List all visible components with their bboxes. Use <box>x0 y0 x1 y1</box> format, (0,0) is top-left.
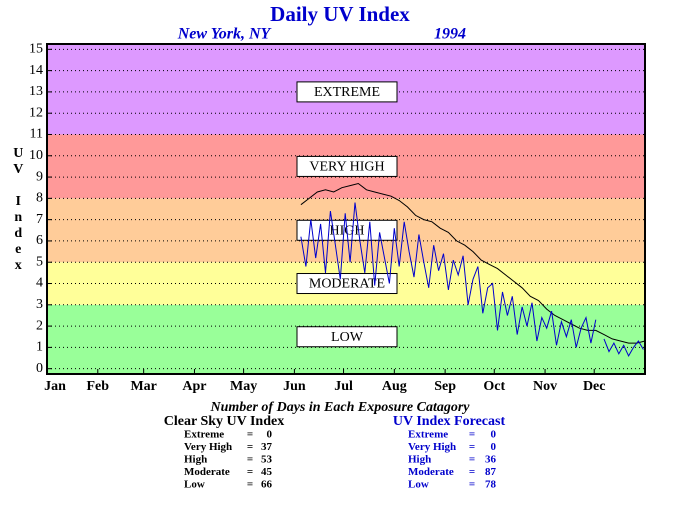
plot-frame <box>46 43 646 375</box>
x-caption: Number of Days in Each Exposure Catagory <box>209 400 470 415</box>
y-tick-label: 15 <box>29 42 43 57</box>
count-separator: = <box>469 441 475 453</box>
y-tick-label: 12 <box>29 105 43 120</box>
count-label: Low <box>184 479 205 491</box>
count-label: Very High <box>184 441 232 453</box>
count-value: 0 <box>491 429 497 441</box>
x-tick-label: Sep <box>434 379 456 394</box>
table-title: Clear Sky UV Index <box>164 414 284 429</box>
x-tick-label: Jul <box>334 379 353 394</box>
x-tick-label: Dec <box>583 379 606 394</box>
count-label: Extreme <box>408 429 448 441</box>
x-tick-label: Aug <box>382 379 407 394</box>
count-separator: = <box>247 429 253 441</box>
year: 1994 <box>434 26 466 43</box>
count-separator: = <box>469 429 475 441</box>
chart-title: Daily UV Index <box>270 2 410 26</box>
count-label: Low <box>408 479 429 491</box>
count-value: 36 <box>485 454 497 466</box>
x-tick-label: Mar <box>130 379 156 394</box>
band-label: EXTREME <box>314 85 380 100</box>
y-tick-label: 8 <box>36 191 43 206</box>
y-tick-label: 4 <box>36 276 43 291</box>
band-label-box <box>296 155 398 177</box>
count-value: 78 <box>485 479 497 491</box>
count-separator: = <box>469 479 475 491</box>
count-value: 37 <box>261 441 273 453</box>
y-tick-label: 13 <box>29 84 43 99</box>
count-separator: = <box>247 454 253 466</box>
count-value: 66 <box>261 479 273 491</box>
count-value: 45 <box>261 466 273 478</box>
count-label: Moderate <box>184 466 230 478</box>
x-tick-label: Apr <box>182 379 206 394</box>
y-tick-label: 5 <box>36 254 43 269</box>
count-value: 87 <box>485 466 497 478</box>
band-label-box <box>296 326 398 348</box>
y-tick-label: 14 <box>29 63 43 78</box>
count-value: 0 <box>267 429 273 441</box>
count-separator: = <box>469 466 475 478</box>
count-label: High <box>184 454 207 466</box>
subtitle: New York, NY <box>177 26 272 43</box>
y-axis-label: UV Index <box>11 146 26 274</box>
table-title: UV Index Forecast <box>393 414 506 429</box>
count-value: 0 <box>491 441 497 453</box>
count-separator: = <box>469 454 475 466</box>
count-separator: = <box>247 441 253 453</box>
x-tick-label: May <box>230 379 257 394</box>
band-label: LOW <box>331 330 364 345</box>
band-label: MODERATE <box>309 277 385 292</box>
y-tick-label: 9 <box>36 169 43 184</box>
band-label: VERY HIGH <box>309 160 384 175</box>
y-tick-label: 11 <box>30 127 43 142</box>
y-tick-label: 0 <box>36 361 43 376</box>
series-line <box>300 182 646 344</box>
y-tick-label: 1 <box>36 340 43 355</box>
count-label: Moderate <box>408 466 454 478</box>
y-tick-label: 3 <box>36 297 43 312</box>
band-label-box <box>296 81 398 103</box>
count-label: High <box>408 454 431 466</box>
band-label-box <box>296 273 398 295</box>
x-tick-label: Oct <box>483 379 505 394</box>
x-tick-label: Nov <box>533 379 557 394</box>
count-label: Extreme <box>184 429 224 441</box>
y-tick-label: 10 <box>29 148 43 163</box>
x-tick-label: Feb <box>87 379 110 394</box>
y-tick-label: 2 <box>36 318 43 333</box>
series-line <box>300 202 644 357</box>
count-value: 53 <box>261 454 273 466</box>
y-tick-label: 6 <box>36 233 43 248</box>
count-separator: = <box>247 479 253 491</box>
count-label: Very High <box>408 441 456 453</box>
x-tick-label: Jan <box>44 379 66 394</box>
count-separator: = <box>247 466 253 478</box>
x-tick-label: Jun <box>283 379 306 394</box>
y-tick-label: 7 <box>36 212 43 227</box>
